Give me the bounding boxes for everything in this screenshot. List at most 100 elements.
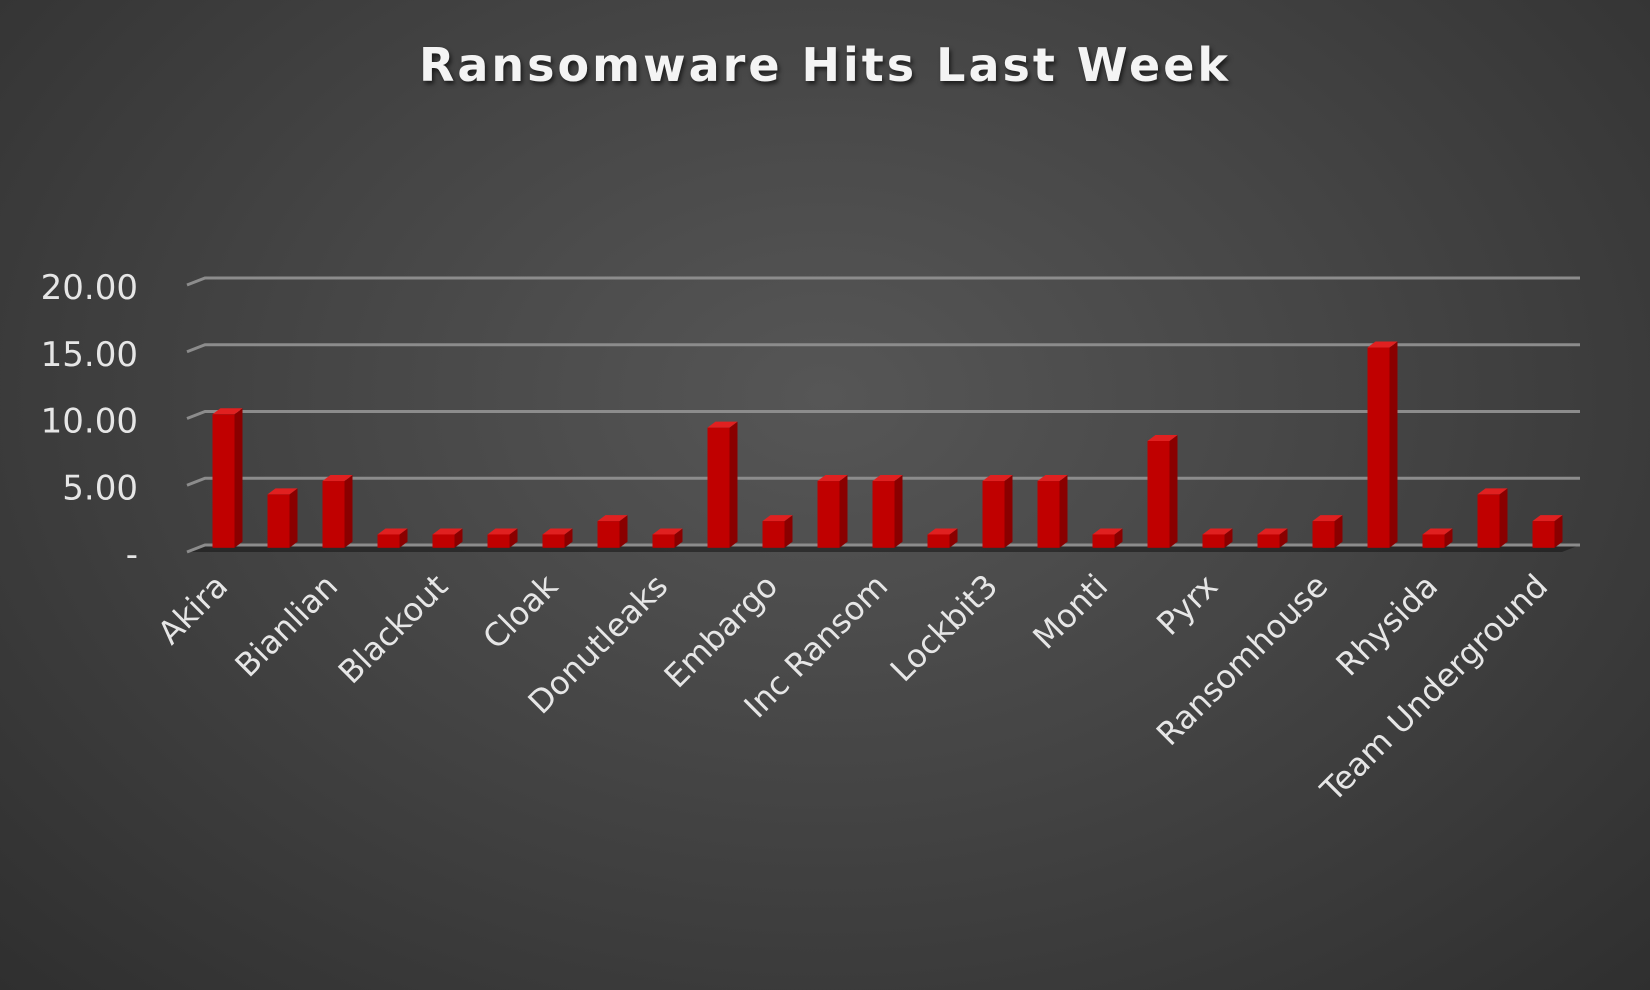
bar-top bbox=[1092, 528, 1123, 535]
bar bbox=[1202, 528, 1233, 548]
bar bbox=[762, 515, 793, 548]
bar-side bbox=[784, 515, 793, 548]
bar-side bbox=[454, 528, 463, 548]
bar-front bbox=[982, 481, 1005, 548]
bar-top bbox=[487, 528, 518, 535]
bar-front bbox=[872, 481, 895, 548]
x-tick-label: Blackout bbox=[331, 567, 455, 691]
bar-top bbox=[322, 475, 353, 482]
bar bbox=[597, 515, 628, 548]
bar-side bbox=[839, 475, 848, 548]
bar-front bbox=[652, 534, 675, 548]
bar-side bbox=[1059, 475, 1068, 548]
bar bbox=[432, 528, 463, 548]
bar bbox=[487, 528, 518, 548]
x-tick-label: Cloak bbox=[475, 566, 565, 656]
bar-top bbox=[1037, 475, 1068, 482]
bar-top bbox=[982, 475, 1013, 482]
bar-front bbox=[322, 481, 345, 548]
bar-top bbox=[927, 528, 958, 535]
bar-side bbox=[234, 408, 243, 548]
bar bbox=[322, 475, 353, 548]
bar-side bbox=[729, 421, 738, 548]
bar-front bbox=[267, 494, 290, 548]
bar-top bbox=[1532, 515, 1563, 522]
bar-front bbox=[762, 521, 785, 548]
bar-top bbox=[1147, 435, 1178, 441]
bar-front bbox=[927, 534, 950, 548]
bar bbox=[542, 528, 573, 548]
x-tick-label: Monti bbox=[1025, 567, 1115, 657]
bar-side bbox=[344, 475, 353, 548]
gridline bbox=[186, 476, 1580, 487]
bar-top bbox=[597, 515, 628, 522]
bar-side bbox=[1444, 528, 1453, 548]
x-tick-label: Lockbit3 bbox=[883, 567, 1005, 689]
bar bbox=[652, 528, 683, 548]
bar bbox=[212, 408, 243, 548]
bar-front bbox=[432, 534, 455, 548]
bar-top bbox=[432, 528, 463, 535]
bar bbox=[872, 475, 903, 548]
bar-side bbox=[1114, 528, 1123, 548]
bar bbox=[377, 528, 408, 548]
bar-top bbox=[1367, 341, 1398, 348]
bar-top bbox=[542, 528, 573, 535]
bar bbox=[817, 475, 848, 548]
bar bbox=[927, 528, 958, 548]
x-tick-label: Pyrx bbox=[1149, 567, 1225, 643]
bar bbox=[1147, 435, 1178, 548]
bar-front bbox=[1532, 521, 1555, 548]
bar-front bbox=[1257, 534, 1280, 548]
y-tick-label: 20.00 bbox=[41, 268, 138, 308]
bar-side bbox=[1169, 435, 1178, 548]
bar-front bbox=[487, 534, 510, 548]
bar-top bbox=[1422, 528, 1453, 535]
gridline bbox=[186, 410, 1580, 420]
bar-top bbox=[1312, 515, 1343, 522]
bar bbox=[982, 475, 1013, 548]
bar-front bbox=[1147, 441, 1170, 548]
bar-top bbox=[872, 475, 903, 482]
bar-front bbox=[817, 481, 840, 548]
bar-top bbox=[652, 528, 683, 535]
x-tick-label: Rhysida bbox=[1329, 567, 1446, 684]
bar-side bbox=[1499, 488, 1508, 548]
chart-floor bbox=[187, 545, 1580, 552]
bar bbox=[1422, 528, 1453, 548]
bar-top bbox=[377, 528, 408, 535]
gridline bbox=[186, 543, 1580, 554]
bar-side bbox=[1004, 475, 1013, 548]
bar-side bbox=[564, 528, 573, 548]
bar bbox=[707, 421, 738, 548]
chart-title: Ransomware Hits Last Week bbox=[418, 38, 1232, 92]
bar-top bbox=[1477, 488, 1508, 495]
bar bbox=[1477, 488, 1508, 548]
y-tick-label: 5.00 bbox=[62, 468, 138, 508]
bar bbox=[1367, 341, 1398, 548]
gridline bbox=[186, 276, 1580, 287]
bar-side bbox=[1224, 528, 1233, 548]
bar-side bbox=[949, 528, 958, 548]
bar-top bbox=[267, 488, 298, 495]
bar-top bbox=[1257, 528, 1288, 535]
bar-front bbox=[1422, 534, 1445, 548]
x-tick-label: Bianlian bbox=[227, 567, 345, 685]
bar bbox=[1532, 515, 1563, 548]
bar-side bbox=[1334, 515, 1343, 548]
bar-side bbox=[509, 528, 518, 548]
bar-front bbox=[1477, 494, 1500, 548]
bar bbox=[1037, 475, 1068, 548]
bar-side bbox=[399, 528, 408, 548]
bar bbox=[1092, 528, 1123, 548]
bar-front bbox=[597, 521, 620, 548]
bar-front bbox=[1312, 521, 1335, 548]
bar-front bbox=[542, 534, 565, 548]
bar-side bbox=[619, 515, 628, 548]
bar-front bbox=[707, 427, 730, 548]
y-tick-label: 10.00 bbox=[41, 402, 138, 442]
x-tick-label: Akira bbox=[150, 567, 235, 652]
bar-front bbox=[1367, 347, 1390, 548]
